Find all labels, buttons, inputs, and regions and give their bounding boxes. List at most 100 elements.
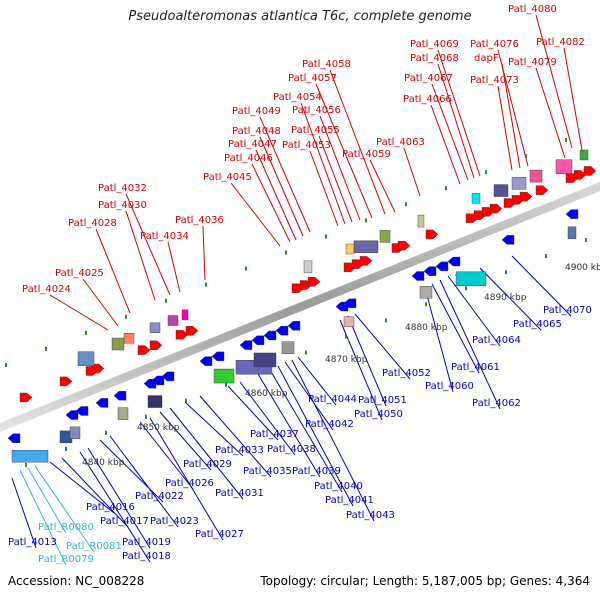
reverse-gene-arrow[interactable]: [199, 356, 213, 366]
forward_labels-label[interactable]: Patl_4068: [410, 53, 459, 64]
reverse-gene-box[interactable]: [419, 286, 433, 299]
forward-gene-box[interactable]: [123, 332, 135, 344]
forward-gene-arrow[interactable]: [359, 256, 373, 266]
forward-gene-arrow[interactable]: [149, 340, 163, 350]
reverse-gene-box[interactable]: [147, 395, 163, 408]
forward-gene-box[interactable]: [417, 214, 425, 228]
forward-gene-box[interactable]: [77, 351, 95, 366]
forward_labels-label[interactable]: Patl_4076: [470, 39, 519, 50]
forward-gene-box[interactable]: [493, 184, 509, 197]
forward_labels-label[interactable]: Patl_4034: [140, 231, 189, 242]
reverse_labels-label[interactable]: Patl_4042: [305, 419, 354, 430]
forward_labels-label[interactable]: Patl_4056: [292, 105, 341, 116]
forward-gene-box[interactable]: [555, 159, 573, 174]
reverse-gene-arrow[interactable]: [565, 209, 579, 219]
reverse-gene-box[interactable]: [281, 341, 295, 354]
reverse_labels-label[interactable]: Patl_4038: [267, 444, 316, 455]
reverse-gene-box[interactable]: [11, 449, 49, 463]
reverse-gene-box[interactable]: [567, 226, 577, 240]
reverse_labels-label[interactable]: Patl_4051: [358, 395, 407, 406]
forward-gene-arrow[interactable]: [519, 191, 533, 202]
rna_labels-label[interactable]: Patl_R0081: [66, 541, 122, 552]
forward-gene-box[interactable]: [353, 240, 379, 253]
reverse-gene-box[interactable]: [69, 426, 81, 440]
reverse_labels-label[interactable]: Patl_4064: [472, 335, 521, 346]
reverse_labels-label[interactable]: Patl_4017: [100, 516, 149, 527]
forward_labels-label[interactable]: Patl_4028: [68, 218, 117, 229]
forward-gene-box[interactable]: [471, 193, 481, 204]
forward-gene-arrow[interactable]: [573, 170, 587, 180]
forward_labels-label[interactable]: Patl_4049: [232, 106, 281, 117]
reverse_labels-label[interactable]: Patl_4016: [86, 502, 135, 513]
forward_labels-label[interactable]: Patl_4069: [410, 39, 459, 50]
forward_labels-label[interactable]: Patl_4054: [273, 92, 322, 103]
reverse_labels-label[interactable]: Patl_4070: [543, 305, 592, 316]
forward_labels-label[interactable]: Patl_4048: [232, 126, 281, 137]
forward_labels-label[interactable]: Patl_4073: [470, 75, 519, 86]
forward-gene-box[interactable]: [379, 230, 391, 243]
reverse_labels-label[interactable]: Patl_4044: [308, 394, 357, 405]
reverse-gene-arrow[interactable]: [287, 321, 301, 331]
reverse-gene-arrow[interactable]: [161, 371, 175, 382]
reverse-gene-arrow[interactable]: [343, 298, 357, 309]
forward-gene-arrow[interactable]: [185, 326, 199, 336]
forward-gene-box[interactable]: [579, 149, 589, 161]
forward_labels-label[interactable]: Patl_4046: [224, 153, 273, 164]
reverse-gene-box[interactable]: [455, 271, 487, 287]
reverse-gene-arrow[interactable]: [65, 410, 79, 420]
reverse-gene-box[interactable]: [343, 316, 355, 328]
forward_labels-label[interactable]: Patl_4058: [302, 59, 351, 70]
forward_labels-label[interactable]: Patl_4080: [508, 4, 557, 15]
forward-gene-arrow[interactable]: [583, 166, 597, 176]
forward_labels-label[interactable]: Patl_4036: [175, 215, 224, 226]
forward_labels-label[interactable]: Patl_4024: [22, 284, 71, 295]
forward-gene-box[interactable]: [167, 315, 179, 326]
reverse_labels-label[interactable]: Patl_4065: [513, 319, 562, 330]
forward-gene-arrow[interactable]: [175, 330, 189, 340]
reverse_labels-label[interactable]: Patl_4018: [122, 551, 171, 562]
reverse-gene-arrow[interactable]: [251, 335, 265, 345]
reverse_labels-label[interactable]: Patl_4043: [346, 510, 395, 521]
forward_labels-label[interactable]: Patl_4030: [98, 200, 147, 211]
forward-gene-arrow[interactable]: [307, 277, 321, 287]
forward_labels-label[interactable]: Patl_4082: [536, 37, 585, 48]
forward-gene-box[interactable]: [511, 177, 527, 190]
forward-gene-arrow[interactable]: [489, 203, 503, 214]
forward_labels-label[interactable]: Patl_4032: [98, 183, 147, 194]
reverse_labels-label[interactable]: Patl_4029: [183, 459, 232, 470]
reverse_labels-label[interactable]: Patl_4023: [150, 516, 199, 527]
reverse_labels-label[interactable]: Patl_4061: [451, 362, 500, 373]
forward-gene-arrow[interactable]: [91, 363, 105, 374]
forward_labels-label[interactable]: Patl_4053: [282, 140, 331, 151]
reverse_labels-label[interactable]: Patl_4022: [135, 491, 184, 502]
forward-gene-arrow[interactable]: [137, 345, 151, 355]
forward_labels-label[interactable]: Patl_4067: [404, 73, 453, 84]
forward-gene-box[interactable]: [529, 169, 543, 183]
reverse_labels-label[interactable]: Patl_4026: [165, 478, 214, 489]
reverse_labels-label[interactable]: Patl_4013: [8, 537, 57, 548]
reverse-gene-box[interactable]: [117, 407, 129, 420]
forward_labels-label[interactable]: Patl_4059: [342, 149, 391, 160]
reverse_labels-label[interactable]: Patl_4037: [250, 429, 299, 440]
forward-gene-box[interactable]: [303, 260, 313, 274]
reverse-gene-arrow[interactable]: [263, 330, 277, 341]
forward-gene-arrow[interactable]: [19, 392, 33, 403]
forward-gene-arrow[interactable]: [59, 376, 73, 387]
reverse-gene-box[interactable]: [213, 368, 235, 384]
forward-gene-arrow[interactable]: [425, 229, 439, 240]
reverse_labels-label[interactable]: Patl_4039: [292, 466, 341, 477]
forward_labels-label[interactable]: Patl_4055: [291, 125, 340, 136]
forward_labels-label[interactable]: dapF: [474, 53, 499, 64]
reverse-gene-arrow[interactable]: [239, 340, 253, 350]
reverse-gene-arrow[interactable]: [275, 325, 289, 336]
reverse-gene-arrow[interactable]: [447, 256, 461, 267]
reverse_labels-label[interactable]: Patl_4062: [472, 398, 521, 409]
reverse-gene-arrow[interactable]: [435, 261, 449, 272]
reverse-gene-arrow[interactable]: [501, 235, 515, 245]
reverse-gene-arrow[interactable]: [7, 433, 21, 443]
forward_labels-label[interactable]: Patl_4057: [288, 73, 337, 84]
forward_labels-label[interactable]: Patl_4066: [403, 94, 452, 105]
reverse_labels-label[interactable]: Patl_4052: [382, 368, 431, 379]
reverse_labels-label[interactable]: Patl_4027: [195, 529, 244, 540]
